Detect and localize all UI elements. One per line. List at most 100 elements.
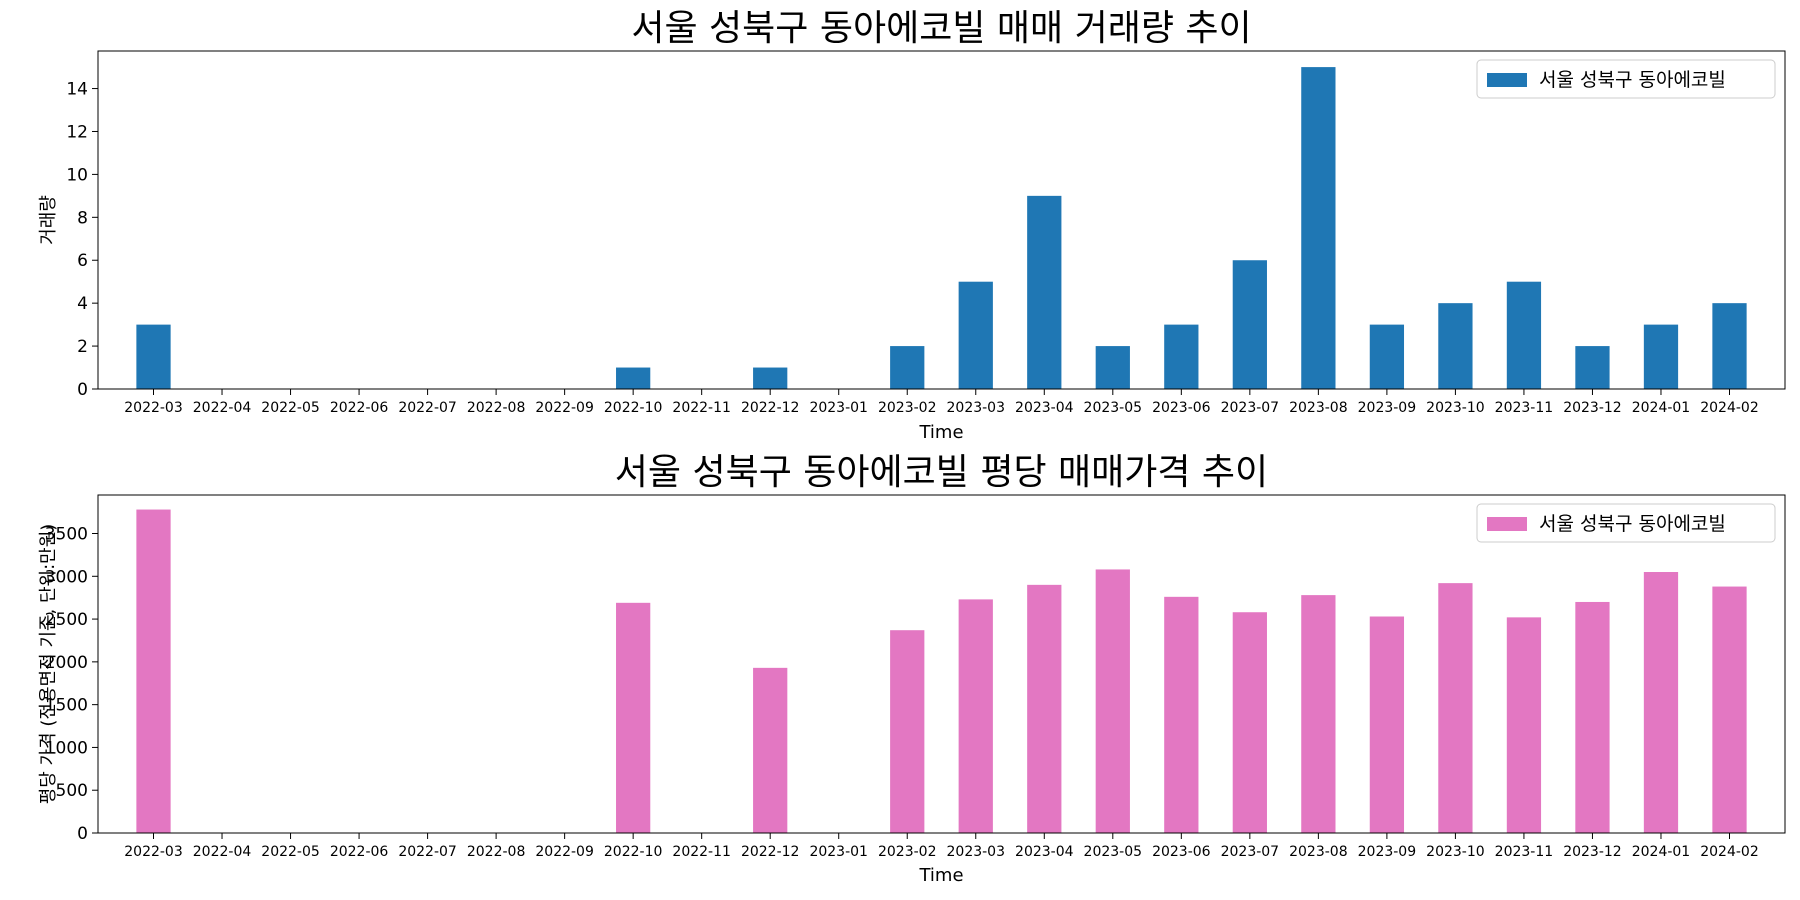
bar-2023-11 [1506, 281, 1542, 389]
bar-2024-02 [1712, 303, 1747, 389]
x-tick-label: 2022-08 [467, 400, 526, 416]
bar-2023-07 [1232, 612, 1267, 833]
legend-box [1476, 503, 1776, 543]
bar-2023-06 [1164, 324, 1199, 389]
y-tick-label: 2 [77, 337, 88, 357]
x-tick-label: 2022-09 [535, 844, 594, 860]
x-tick-label: 2022-12 [741, 400, 800, 416]
legend-label: 서울 성북구 동아에코빌 [1539, 69, 1726, 91]
bar-2024-02 [1712, 586, 1747, 833]
x-tick-label: 2024-01 [1632, 400, 1691, 416]
bar-2023-10 [1438, 583, 1473, 833]
y-tick-label: 1000 [45, 738, 88, 758]
bar-2023-08 [1301, 67, 1336, 389]
y-axis-label: 평당 가격 (전용면적 기준, 단위:만원) [38, 524, 59, 805]
x-tick-label: 2022-10 [604, 844, 663, 860]
x-tick-label: 2023-04 [1015, 844, 1074, 860]
x-tick-label: 2022-05 [261, 400, 320, 416]
x-tick-label: 2022-10 [604, 400, 663, 416]
x-tick-label: 2023-04 [1015, 400, 1074, 416]
bar-2022-03 [136, 509, 171, 833]
x-tick-label: 2022-05 [261, 844, 320, 860]
x-tick-label: 2022-07 [398, 844, 457, 860]
x-tick-label: 2023-05 [1084, 844, 1143, 860]
x-tick-label: 2023-07 [1221, 400, 1280, 416]
y-tick-label: 500 [56, 781, 88, 801]
x-tick-label: 2023-12 [1563, 400, 1622, 416]
y-tick-label: 10 [66, 165, 88, 185]
bar-2023-04 [1027, 584, 1062, 833]
plot-frame [97, 50, 1786, 390]
x-tick-label: 2023-02 [878, 400, 937, 416]
x-tick-label: 2022-12 [741, 844, 800, 860]
x-tick-label: 2022-04 [193, 400, 252, 416]
x-tick-label: 2023-07 [1221, 844, 1280, 860]
bar-2023-03 [958, 599, 993, 833]
plot-frame [97, 494, 1786, 834]
x-tick-label: 2023-09 [1358, 400, 1417, 416]
y-tick-label: 2000 [45, 653, 88, 673]
y-tick-label: 14 [66, 80, 88, 100]
bar-2022-12 [753, 367, 788, 389]
x-tick-label: 2022-09 [535, 400, 594, 416]
bar-2022-03 [136, 324, 171, 389]
legend: 서울 성북구 동아에코빌 [1476, 59, 1776, 99]
bar-2023-02 [890, 630, 925, 833]
x-tick-label: 2022-11 [672, 844, 731, 860]
legend-label: 서울 성북구 동아에코빌 [1539, 513, 1726, 535]
bar-2022-10 [616, 602, 651, 833]
bar-2023-07 [1232, 260, 1267, 389]
y-tick-label: 12 [66, 122, 88, 142]
x-tick-label: 2022-11 [672, 400, 731, 416]
bar-2023-05 [1095, 569, 1130, 833]
bar-2023-11 [1506, 617, 1542, 833]
x-tick-label: 2023-06 [1152, 844, 1211, 860]
x-tick-label: 2023-05 [1084, 400, 1143, 416]
x-tick-label: 2022-03 [124, 844, 183, 860]
chart-panel-2: 서울 성북구 동아에코빌 평당 매매가격 추이 0 500 1000 1500 2000 2… [38, 452, 1786, 886]
x-tick-label: 2022-06 [330, 400, 389, 416]
bar-2023-08 [1301, 595, 1336, 833]
chart-title: 서울 성북구 동아에코빌 평당 매매가격 추이 [615, 452, 1268, 493]
x-axis-label: Time [918, 865, 963, 886]
x-tick-label: 2024-02 [1700, 400, 1759, 416]
y-axis-label: 거래량 [38, 195, 59, 245]
y-tick-label: 3000 [45, 567, 88, 587]
bar-2024-01 [1643, 324, 1679, 389]
x-tick-label: 2023-06 [1152, 400, 1211, 416]
legend-swatch [1487, 517, 1527, 531]
x-tick-label: 2023-03 [947, 400, 1006, 416]
y-tick-label: 0 [77, 380, 88, 400]
x-tick-label: 2023-11 [1495, 400, 1554, 416]
bar-2023-09 [1369, 324, 1405, 389]
bar-2023-05 [1095, 346, 1130, 389]
y-tick-label: 2500 [45, 610, 88, 630]
bar-2023-12 [1575, 601, 1610, 833]
legend-box [1476, 59, 1776, 99]
x-tick-label: 2023-09 [1358, 844, 1417, 860]
x-tick-label: 2023-08 [1289, 844, 1348, 860]
bar-2022-12 [753, 667, 788, 833]
bar-2023-03 [958, 281, 993, 389]
bar-2024-01 [1643, 572, 1679, 833]
bar-2022-10 [616, 367, 651, 389]
x-tick-label: 2023-10 [1426, 844, 1485, 860]
bar-2023-12 [1575, 346, 1610, 389]
x-tick-label: 2024-02 [1700, 844, 1759, 860]
x-tick-label: 2022-07 [398, 400, 457, 416]
x-tick-label: 2024-01 [1632, 844, 1691, 860]
chart-title: 서울 성북구 동아에코빌 매매 거래량 추이 [631, 8, 1251, 49]
x-tick-label: 2023-01 [809, 844, 868, 860]
legend: 서울 성북구 동아에코빌 [1476, 503, 1776, 543]
y-tick-label: 8 [77, 208, 88, 228]
x-tick-label: 2023-11 [1495, 844, 1554, 860]
y-tick-label: 1500 [45, 696, 88, 716]
x-tick-label: 2022-08 [467, 844, 526, 860]
x-axis-label: Time [918, 422, 963, 443]
y-tick-label: 0 [77, 824, 88, 844]
x-tick-label: 2022-06 [330, 844, 389, 860]
bar-2023-09 [1369, 616, 1405, 833]
y-tick-label: 3500 [45, 525, 88, 545]
chart-panel-1: 서울 성북구 동아에코빌 매매 거래량 추이 0 2 4 6 8 10 12 14 2022-03… [38, 8, 1786, 443]
x-tick-label: 2023-02 [878, 844, 937, 860]
